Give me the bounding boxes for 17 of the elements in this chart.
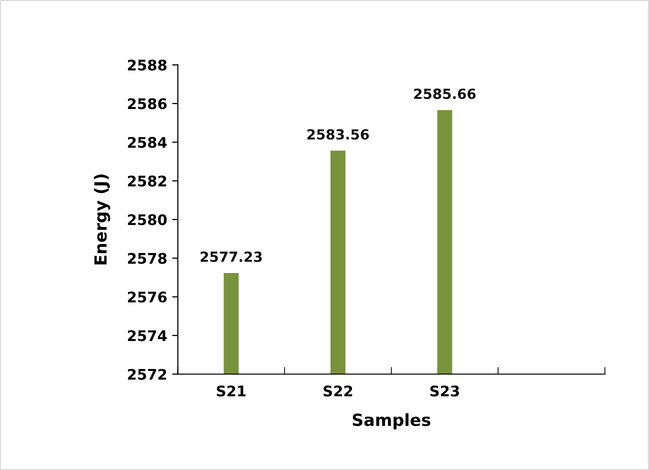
- data-label: 2583.56: [307, 129, 369, 140]
- y-tick-label: 2582: [128, 176, 166, 187]
- y-tick-label: 2574: [128, 330, 167, 342]
- x-tick-label: S22: [324, 385, 352, 397]
- x-axis-title: Samples: [352, 413, 430, 430]
- y-tick-label: 2572: [128, 368, 166, 380]
- y-axis-title: Energy (J): [94, 174, 110, 264]
- data-label: 2585.66: [414, 88, 476, 100]
- y-tick-label: 2578: [128, 252, 167, 264]
- y-tick-label: 2588: [128, 60, 167, 71]
- x-tick-label: S23: [430, 385, 459, 397]
- x-tick-label: S21: [216, 385, 246, 397]
- y-tick-label: 2584: [128, 136, 167, 148]
- data-label: 2577.23: [200, 252, 262, 262]
- y-tick-label: 2586: [128, 98, 167, 110]
- y-tick-label: 2576: [128, 292, 167, 303]
- y-tick-label: 2580: [128, 214, 167, 226]
